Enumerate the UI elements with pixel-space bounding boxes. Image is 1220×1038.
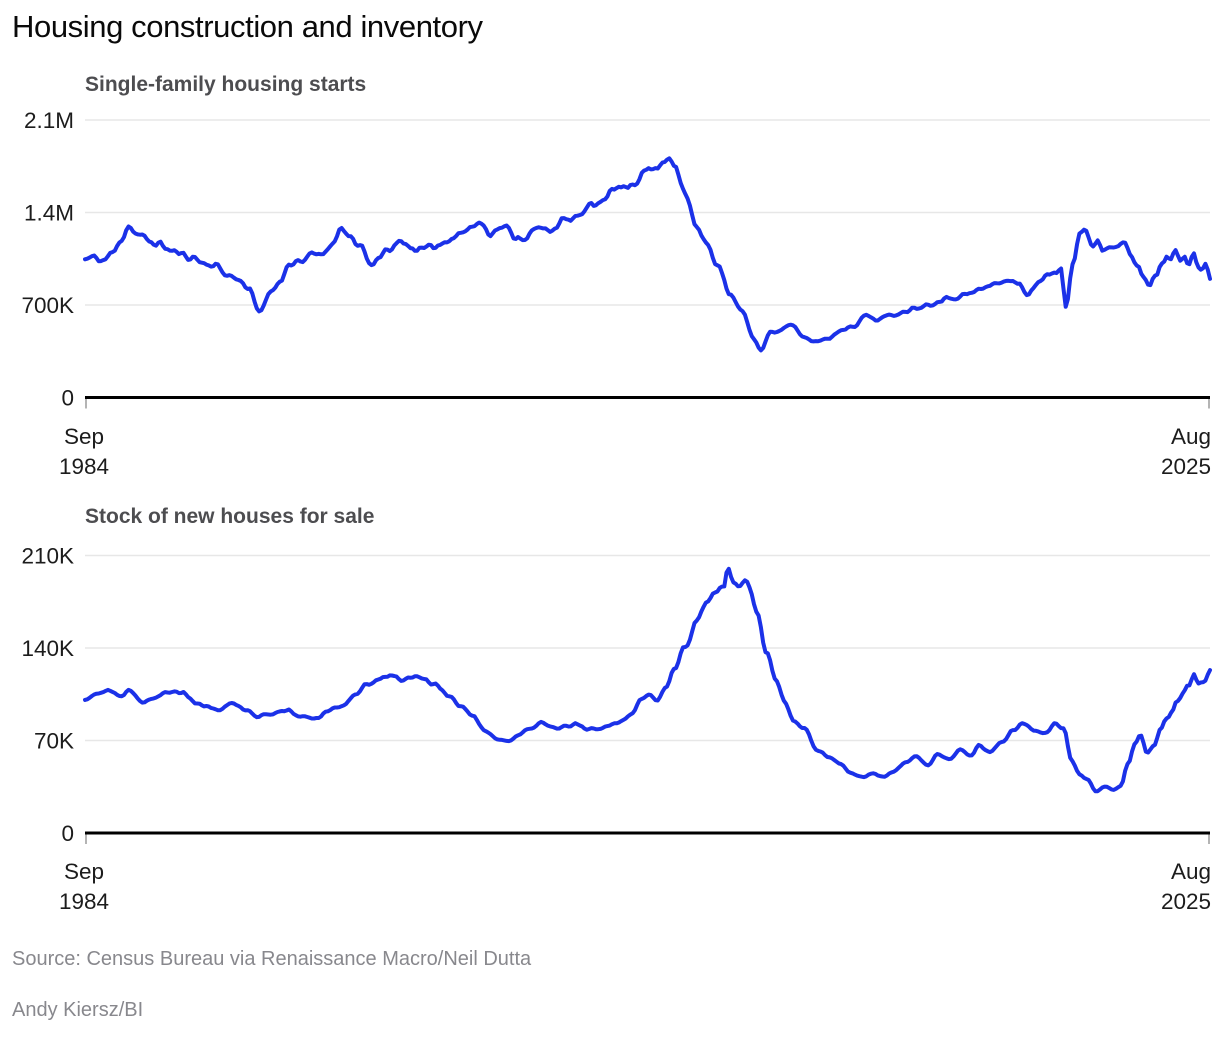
page-title: Housing construction and inventory [12,9,483,44]
y-tick-label: 700K [21,293,74,318]
y-tick-label: 1.4M [24,201,74,226]
x-tick-label-start: 1984 [59,454,109,479]
y-tick-label: 0 [61,386,74,411]
chart2-subtitle: Stock of new houses for sale [85,505,375,528]
x-tick-label-end: 2025 [1161,454,1211,479]
y-tick-label: 0 [61,821,74,846]
y-tick-label: 2.1M [24,108,74,133]
x-tick-label-start: Sep [64,859,104,884]
x-tick-label-end: Aug [1171,424,1211,449]
chart2-plot: 210K 140K 70K 0 Sep 1984 Aug 2025 [21,544,1212,914]
data-line [83,566,1212,794]
x-tick-label-end: Aug [1171,859,1211,884]
x-tick-label-start: 1984 [59,889,109,914]
y-tick-label: 210K [21,544,74,569]
y-tick-label: 70K [34,729,74,754]
x-tick-label-end: 2025 [1161,889,1211,914]
x-tick-label-start: Sep [64,424,104,449]
chart1-subtitle: Single-family housing starts [85,73,367,96]
chart1-plot: 2.1M 1.4M 700K 0 Sep 1984 Aug 2025 [21,108,1212,479]
y-tick-label: 140K [21,636,74,661]
data-line [83,156,1212,353]
source-note: Source: Census Bureau via Renaissance Ma… [12,948,532,970]
credit-note: Andy Kiersz/BI [12,999,144,1021]
